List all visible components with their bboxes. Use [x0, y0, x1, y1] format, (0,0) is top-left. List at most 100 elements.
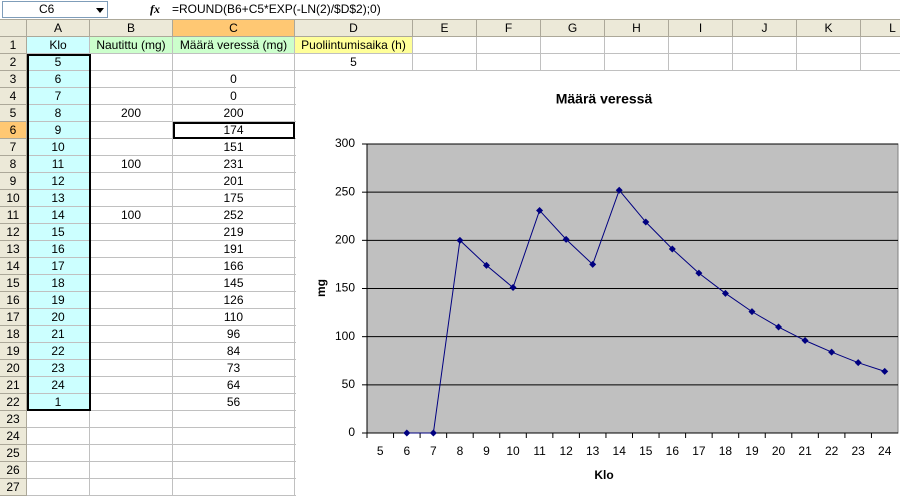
dropdown-arrow[interactable]: [96, 8, 104, 13]
cell[interactable]: 151: [173, 139, 295, 156]
column-header[interactable]: J: [733, 20, 797, 37]
row-header[interactable]: 7: [0, 139, 27, 156]
cell[interactable]: 16: [27, 241, 90, 258]
cell[interactable]: [90, 275, 173, 292]
row-header[interactable]: 19: [0, 343, 27, 360]
cell[interactable]: [90, 309, 173, 326]
row-header[interactable]: 18: [0, 326, 27, 343]
row-header[interactable]: 26: [0, 462, 27, 479]
cell[interactable]: [27, 428, 90, 445]
cell[interactable]: 84: [173, 343, 295, 360]
cell[interactable]: [90, 462, 173, 479]
cell[interactable]: 201: [173, 173, 295, 190]
row-header[interactable]: 3: [0, 71, 27, 88]
cell[interactable]: [173, 54, 295, 71]
cell[interactable]: 166: [173, 258, 295, 275]
cell[interactable]: [90, 343, 173, 360]
cell[interactable]: 23: [27, 360, 90, 377]
cell[interactable]: [90, 54, 173, 71]
row-header[interactable]: 27: [0, 479, 27, 496]
cell[interactable]: 96: [173, 326, 295, 343]
cell[interactable]: 20: [27, 309, 90, 326]
cell[interactable]: [861, 54, 900, 71]
cell[interactable]: 21: [27, 326, 90, 343]
cell[interactable]: [173, 428, 295, 445]
column-header[interactable]: C: [173, 20, 295, 37]
cell[interactable]: 15: [27, 224, 90, 241]
row-header[interactable]: 24: [0, 428, 27, 445]
cell[interactable]: 174: [173, 122, 295, 139]
row-header[interactable]: 16: [0, 292, 27, 309]
cell[interactable]: [669, 54, 733, 71]
cell[interactable]: [27, 411, 90, 428]
name-box[interactable]: C6: [2, 1, 108, 18]
cell[interactable]: [733, 54, 797, 71]
cell[interactable]: Määrä veressä (mg): [173, 37, 295, 54]
cell[interactable]: 252: [173, 207, 295, 224]
cell[interactable]: [173, 445, 295, 462]
row-header[interactable]: 15: [0, 275, 27, 292]
cell[interactable]: [90, 139, 173, 156]
cell[interactable]: [27, 479, 90, 496]
cell[interactable]: 231: [173, 156, 295, 173]
cell[interactable]: [541, 37, 605, 54]
cell[interactable]: [413, 37, 477, 54]
cell[interactable]: [477, 54, 541, 71]
column-header[interactable]: H: [605, 20, 669, 37]
column-header[interactable]: K: [797, 20, 861, 37]
cell[interactable]: 56: [173, 394, 295, 411]
row-header[interactable]: 13: [0, 241, 27, 258]
formula-text[interactable]: =ROUND(B6+C5*EXP(-LN(2)/$D$2);0): [172, 2, 381, 16]
cell[interactable]: [90, 122, 173, 139]
row-header[interactable]: 17: [0, 309, 27, 326]
fx-icon[interactable]: fx: [150, 2, 160, 16]
row-header[interactable]: 12: [0, 224, 27, 241]
row-header[interactable]: 11: [0, 207, 27, 224]
column-header[interactable]: I: [669, 20, 733, 37]
cell[interactable]: 10: [27, 139, 90, 156]
cell[interactable]: [27, 462, 90, 479]
corner[interactable]: [0, 20, 27, 37]
row-header[interactable]: 20: [0, 360, 27, 377]
cell[interactable]: 17: [27, 258, 90, 275]
cell[interactable]: 200: [173, 105, 295, 122]
column-header[interactable]: B: [90, 20, 173, 37]
cell[interactable]: [90, 445, 173, 462]
cell[interactable]: [90, 394, 173, 411]
cell[interactable]: [173, 462, 295, 479]
cell[interactable]: [797, 54, 861, 71]
row-header[interactable]: 1: [0, 37, 27, 54]
cell[interactable]: 0: [173, 88, 295, 105]
cell[interactable]: 18: [27, 275, 90, 292]
cell[interactable]: Puoliintumisaika (h): [295, 37, 413, 54]
cell[interactable]: [173, 411, 295, 428]
cell[interactable]: [90, 258, 173, 275]
cell[interactable]: [477, 37, 541, 54]
cell[interactable]: [90, 190, 173, 207]
cell[interactable]: 100: [90, 207, 173, 224]
cell[interactable]: [605, 37, 669, 54]
cell[interactable]: 200: [90, 105, 173, 122]
row-header[interactable]: 2: [0, 54, 27, 71]
row-header[interactable]: 25: [0, 445, 27, 462]
column-header[interactable]: G: [541, 20, 605, 37]
cell[interactable]: [541, 54, 605, 71]
cell[interactable]: 219: [173, 224, 295, 241]
cell[interactable]: 24: [27, 377, 90, 394]
cell[interactable]: 145: [173, 275, 295, 292]
cell[interactable]: 5: [295, 54, 413, 71]
cell[interactable]: [605, 54, 669, 71]
cell[interactable]: 73: [173, 360, 295, 377]
cell[interactable]: [90, 88, 173, 105]
row-header[interactable]: 5: [0, 105, 27, 122]
cell[interactable]: [90, 360, 173, 377]
row-header[interactable]: 23: [0, 411, 27, 428]
cell[interactable]: 0: [173, 71, 295, 88]
cell[interactable]: [861, 37, 900, 54]
cell[interactable]: [90, 326, 173, 343]
cell[interactable]: 13: [27, 190, 90, 207]
row-header[interactable]: 8: [0, 156, 27, 173]
cell[interactable]: 64: [173, 377, 295, 394]
cell[interactable]: 100: [90, 156, 173, 173]
column-header[interactable]: F: [477, 20, 541, 37]
